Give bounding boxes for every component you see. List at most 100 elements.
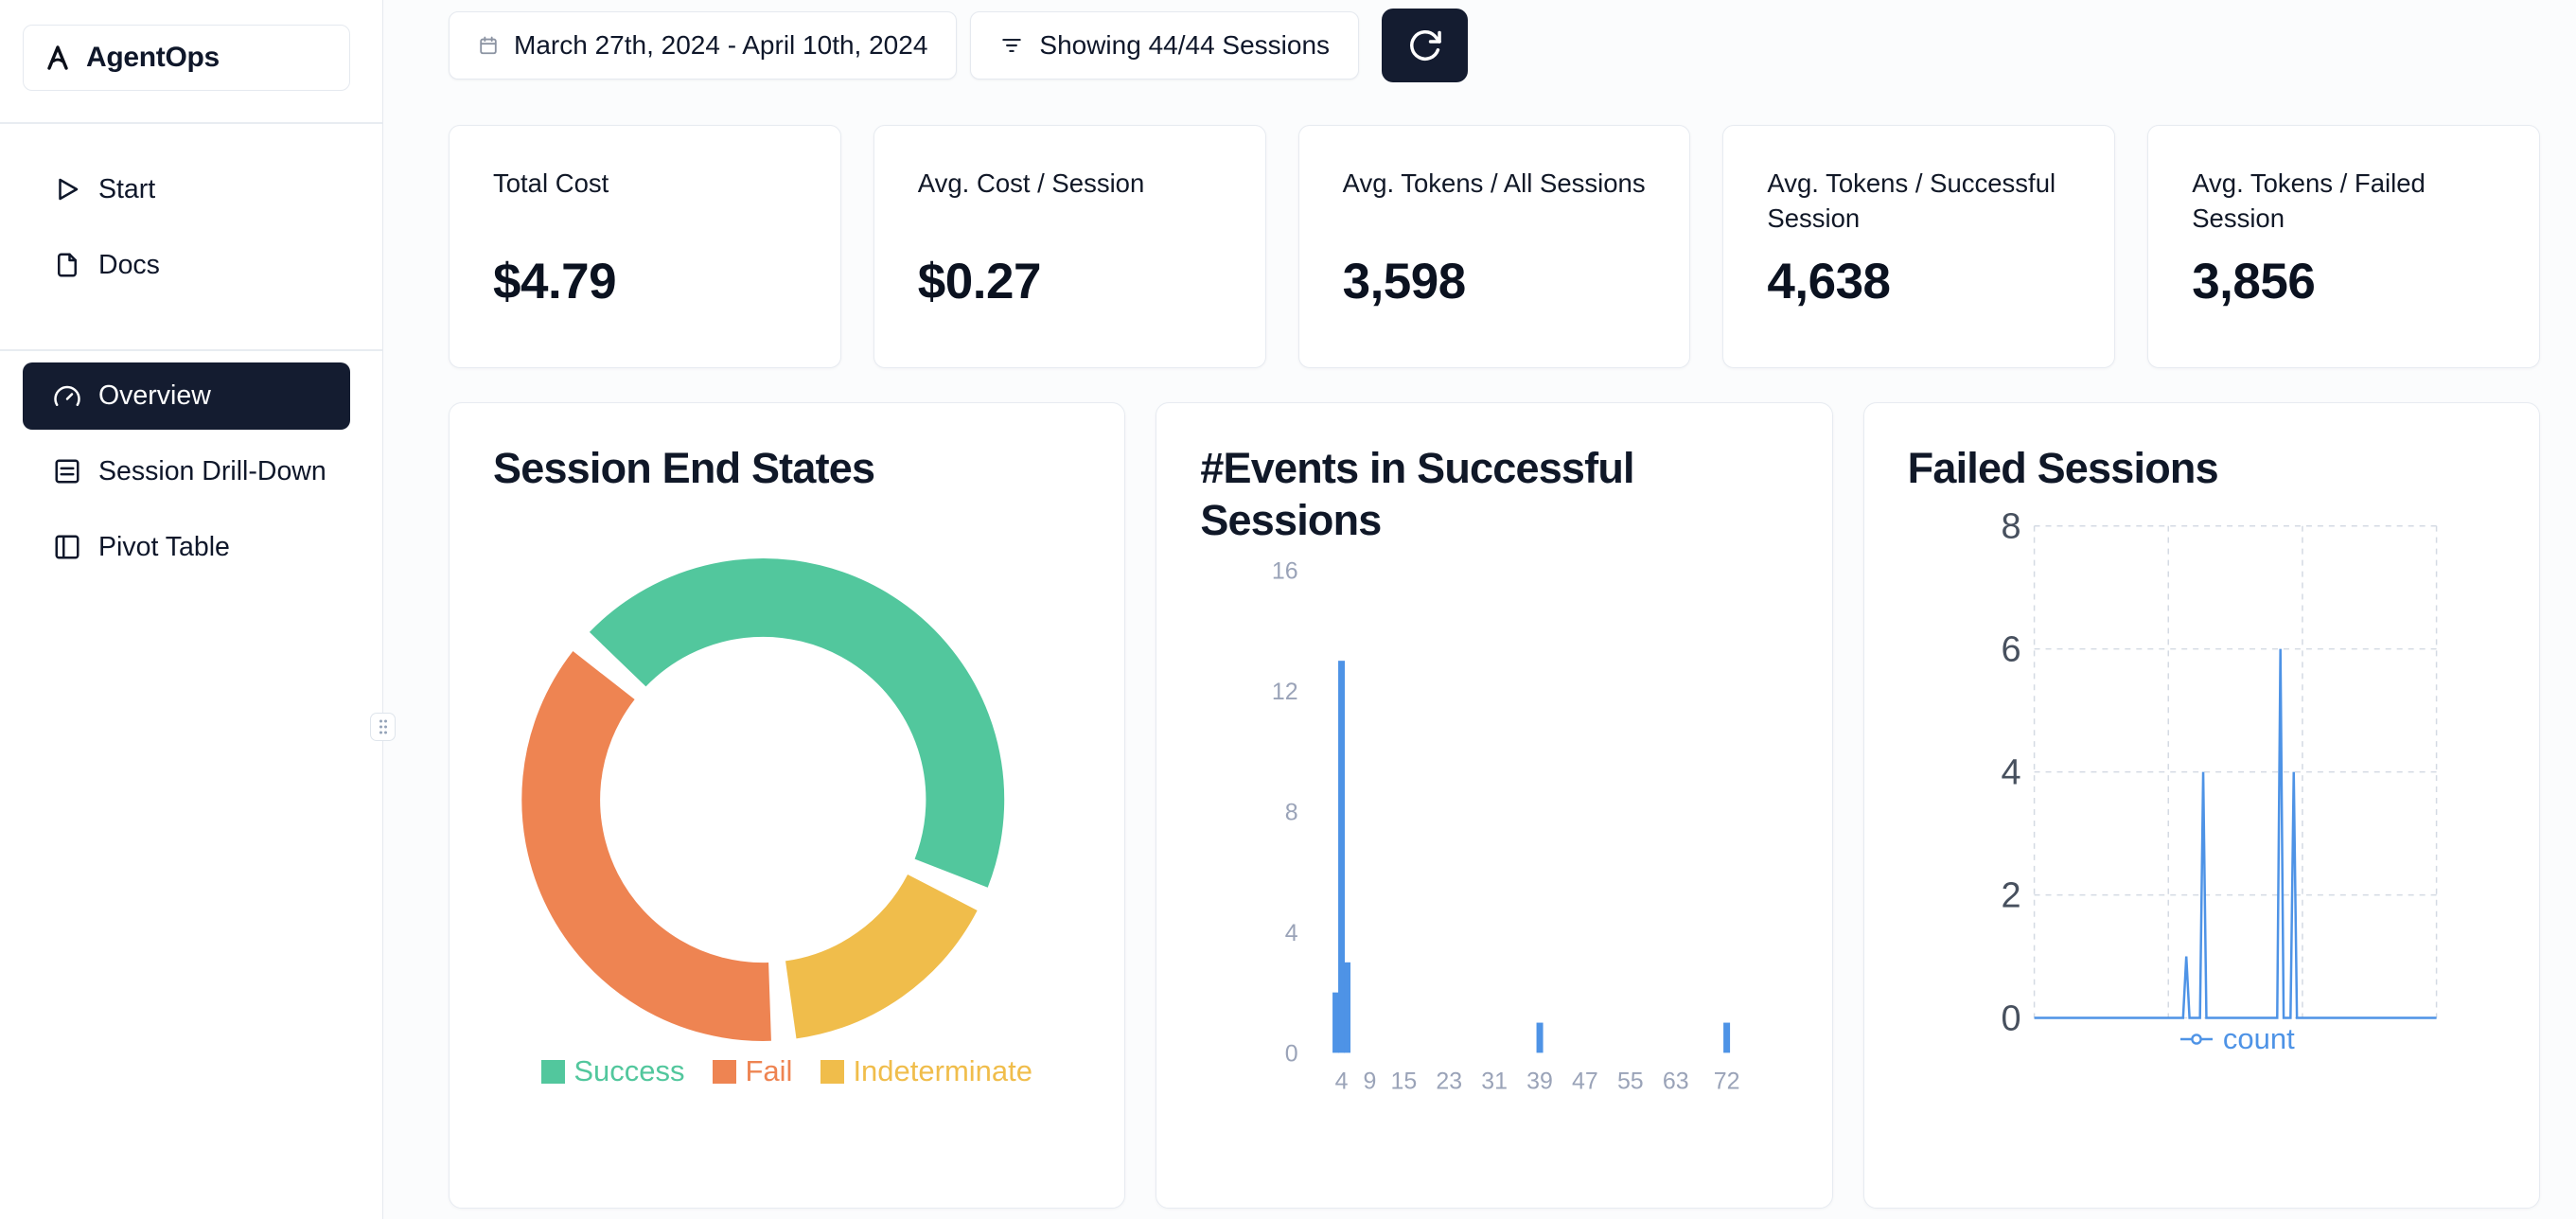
count-legend-label: count [2222,1022,2295,1055]
sidebar-item-label: Docs [98,249,160,280]
count-legend-marker-icon [2179,1034,2213,1045]
sidebar-item-label: Pivot Table [98,531,230,562]
failed-sessions-chart: 0 2 4 6 8 [2001,507,2437,1038]
sidebar-item-overview[interactable]: Overview [23,362,350,430]
histogram-bar [1344,962,1351,1053]
stat-value: 3,856 [2192,254,2316,309]
x-axis-tick-label: 23 [1437,1068,1463,1094]
sidebar-item-pivot-table[interactable]: Pivot Table [23,513,350,581]
chart-title: #Events in Successful Sessions [1200,444,1634,544]
histogram-bar [1338,661,1346,1053]
stat-label: Total Cost [493,168,609,198]
donut-segment-fail [521,651,771,1041]
refresh-button[interactable] [1382,9,1469,82]
failed-sessions-legend[interactable]: count [1935,1022,2539,1056]
donut-legend-item-success[interactable]: Success [541,1054,684,1088]
session-end-states-donut-chart [521,558,1005,1041]
y-axis-tick-label: 16 [1272,558,1298,585]
y-axis-tick-label: 8 [2001,507,2020,547]
legend-label: Success [573,1054,685,1087]
donut-legend-item-fail[interactable]: Fail [713,1054,792,1088]
document-icon [58,253,77,277]
stat-card-avg-tokens-successful: Avg. Tokens / Successful Session 4,638 [1722,125,2116,368]
x-axis-tick-label: 15 [1391,1068,1418,1094]
agentops-logo-icon [47,45,68,70]
refresh-icon [1409,30,1441,61]
x-axis-tick-label: 55 [1617,1068,1644,1094]
legend-swatch-icon [820,1059,845,1084]
x-axis-tick-label: 39 [1527,1068,1554,1094]
histogram-bar [1536,1022,1544,1053]
legend-label: Indeterminate [853,1054,1032,1087]
session-end-states-card: Session End States Success Fail Indetermin… [449,402,1126,1209]
histogram-bar [1723,1022,1731,1053]
charts-row: Session End States Success Fail Indetermin… [449,402,2540,1209]
y-axis-tick-label: 4 [2001,753,2020,793]
legend-label: Fail [745,1054,793,1087]
app-title: AgentOps [86,42,220,73]
stat-label: Avg. Tokens / Successful Session [1767,168,2056,233]
x-axis-tick-label: 63 [1663,1068,1689,1094]
stats-row: Total Cost $4.79 Avg. Cost / Session $0.… [449,125,2540,368]
stat-value: 4,638 [1767,254,1891,309]
stat-label: Avg. Cost / Session [917,168,1145,198]
stat-card-avg-tokens-all: Avg. Tokens / All Sessions 3,598 [1297,125,1691,368]
stat-value: $4.79 [493,254,617,309]
gauge-icon [54,385,80,406]
stat-card-total-cost: Total Cost $4.79 [449,125,841,368]
x-axis-tick-label: 72 [1714,1068,1740,1094]
donut-legend-item-indeterminate[interactable]: Indeterminate [820,1054,1032,1088]
agentops-logo[interactable]: AgentOps [23,25,350,91]
chart-title: Failed Sessions [1907,444,2219,492]
donut-legend: Success Fail Indeterminate [450,1054,1124,1088]
grip-dots-icon [379,719,387,734]
sidebar-item-session-drill-down[interactable]: Session Drill-Down [23,437,350,505]
failed-sessions-card: Failed Sessions 0 2 4 6 8 count [1862,402,2540,1209]
sidebar-divider [0,122,382,124]
y-axis-tick-label: 8 [1285,799,1298,825]
topbar: March 27th, 2024 - April 10th, 2024 Show… [449,9,2540,82]
sidebar-item-docs[interactable]: Docs [23,231,350,299]
donut-segment-indeterminate [785,874,978,1039]
y-axis-tick-label: 2 [2001,876,2020,916]
y-axis-tick-label: 6 [2001,630,2020,670]
sidebar-resize-handle[interactable] [370,713,396,741]
chart-title: Session End States [493,444,875,492]
x-axis-tick-label: 9 [1364,1068,1377,1094]
y-axis-tick-label: 12 [1272,679,1298,705]
sessions-filter-button[interactable]: Showing 44/44 Sessions [970,11,1360,80]
sidebar: AgentOps Start Docs Overview [0,0,396,1219]
date-range-button[interactable]: March 27th, 2024 - April 10th, 2024 [449,11,958,80]
events-histogram-card: #Events in Successful Sessions 0 4 8 12 16 4 9… [1156,402,1833,1209]
x-axis-tick-label: 47 [1572,1068,1598,1094]
main-content: March 27th, 2024 - April 10th, 2024 Show… [383,0,2576,1219]
y-axis-tick-label: 0 [1285,1040,1298,1067]
legend-swatch-icon [713,1059,737,1084]
x-axis-tick-label: 4 [1335,1068,1349,1094]
stat-value: 3,598 [1342,254,1467,309]
stat-card-avg-cost-session: Avg. Cost / Session $0.27 [873,125,1266,368]
stat-label: Avg. Tokens / Failed Session [2192,168,2426,233]
y-axis-tick-label: 0 [2001,998,2020,1038]
donut-segment-success [589,558,1005,888]
x-axis-tick-label: 31 [1482,1068,1509,1094]
count-line-series [2034,648,2437,1019]
sidebar-divider [0,349,382,351]
histogram-bar [1332,992,1340,1053]
stat-label: Avg. Tokens / All Sessions [1342,168,1646,198]
calendar-icon [480,36,497,55]
date-range-label: March 27th, 2024 - April 10th, 2024 [514,30,928,60]
filter-icon [1002,38,1022,53]
sidebar-item-label: Session Drill-Down [98,455,326,486]
table-columns-icon [55,535,79,559]
stat-card-avg-tokens-failed: Avg. Tokens / Failed Session 3,856 [2147,125,2540,368]
sidebar-item-start[interactable]: Start [23,155,350,223]
play-icon [59,178,79,201]
y-axis-tick-label: 4 [1285,920,1298,946]
legend-swatch-icon [541,1059,566,1084]
sidebar-item-label: Overview [98,380,211,411]
stat-value: $0.27 [917,254,1042,309]
sidebar-item-label: Start [98,173,156,204]
